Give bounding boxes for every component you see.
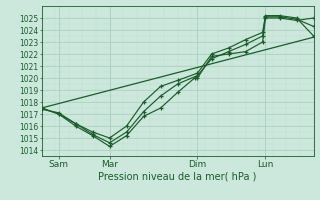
X-axis label: Pression niveau de la mer( hPa ): Pression niveau de la mer( hPa ) [99, 172, 257, 182]
